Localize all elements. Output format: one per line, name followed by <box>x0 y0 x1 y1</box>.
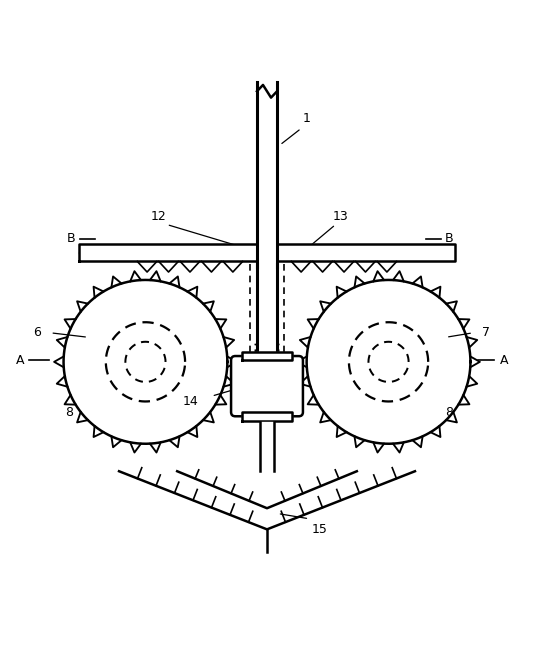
Polygon shape <box>308 395 319 405</box>
Polygon shape <box>307 280 470 443</box>
Polygon shape <box>235 360 299 412</box>
Polygon shape <box>320 301 331 312</box>
Text: 13: 13 <box>333 210 349 223</box>
Polygon shape <box>297 356 307 367</box>
Text: 1: 1 <box>303 112 311 125</box>
Polygon shape <box>458 319 469 329</box>
Polygon shape <box>150 442 161 453</box>
Polygon shape <box>57 376 67 386</box>
Polygon shape <box>54 356 64 367</box>
Polygon shape <box>64 280 227 443</box>
Polygon shape <box>430 426 441 437</box>
Polygon shape <box>77 412 88 422</box>
Polygon shape <box>308 319 319 329</box>
Polygon shape <box>224 376 234 386</box>
Polygon shape <box>77 301 88 312</box>
Text: B: B <box>445 233 453 245</box>
Polygon shape <box>393 271 404 282</box>
Polygon shape <box>65 319 76 329</box>
Polygon shape <box>93 426 104 437</box>
Text: 8: 8 <box>65 405 73 419</box>
Text: A: A <box>499 354 508 367</box>
Polygon shape <box>412 276 422 288</box>
Polygon shape <box>320 412 331 422</box>
Polygon shape <box>430 287 441 297</box>
Text: 8: 8 <box>445 405 453 419</box>
Polygon shape <box>470 356 480 367</box>
Polygon shape <box>187 287 198 297</box>
Polygon shape <box>57 337 67 348</box>
Polygon shape <box>446 301 457 312</box>
Polygon shape <box>393 442 404 453</box>
Polygon shape <box>355 436 365 447</box>
Text: 14: 14 <box>183 395 198 408</box>
Text: B: B <box>67 233 76 245</box>
Polygon shape <box>257 82 277 267</box>
Polygon shape <box>203 412 214 422</box>
Polygon shape <box>169 276 179 288</box>
Polygon shape <box>458 395 469 405</box>
Polygon shape <box>355 276 365 288</box>
Polygon shape <box>300 337 310 348</box>
Polygon shape <box>467 337 477 348</box>
Polygon shape <box>336 287 347 297</box>
Polygon shape <box>412 436 422 447</box>
Text: 10: 10 <box>433 249 448 261</box>
Polygon shape <box>242 352 292 360</box>
Polygon shape <box>80 244 257 261</box>
Polygon shape <box>215 319 226 329</box>
Polygon shape <box>187 426 198 437</box>
Polygon shape <box>93 287 104 297</box>
FancyBboxPatch shape <box>231 356 303 417</box>
Polygon shape <box>130 271 141 282</box>
Polygon shape <box>203 301 214 312</box>
Polygon shape <box>227 356 237 367</box>
Polygon shape <box>336 426 347 437</box>
Polygon shape <box>65 395 76 405</box>
Polygon shape <box>446 412 457 422</box>
Polygon shape <box>467 376 477 386</box>
Polygon shape <box>261 422 273 471</box>
Text: 15: 15 <box>312 523 328 536</box>
Text: 9: 9 <box>77 249 85 261</box>
Polygon shape <box>215 395 226 405</box>
Text: 12: 12 <box>151 210 167 223</box>
Polygon shape <box>112 276 122 288</box>
Polygon shape <box>242 412 292 421</box>
Polygon shape <box>373 271 384 282</box>
Polygon shape <box>300 376 310 386</box>
Polygon shape <box>112 436 122 447</box>
Text: A: A <box>15 354 24 367</box>
Polygon shape <box>224 337 234 348</box>
Text: 7: 7 <box>482 326 490 339</box>
Text: 3: 3 <box>333 243 341 256</box>
Polygon shape <box>169 436 179 447</box>
Text: 6: 6 <box>33 326 41 339</box>
Polygon shape <box>257 264 277 359</box>
Text: 2: 2 <box>186 243 194 256</box>
Polygon shape <box>277 244 454 261</box>
Polygon shape <box>373 442 384 453</box>
Polygon shape <box>150 271 161 282</box>
Polygon shape <box>130 442 141 453</box>
